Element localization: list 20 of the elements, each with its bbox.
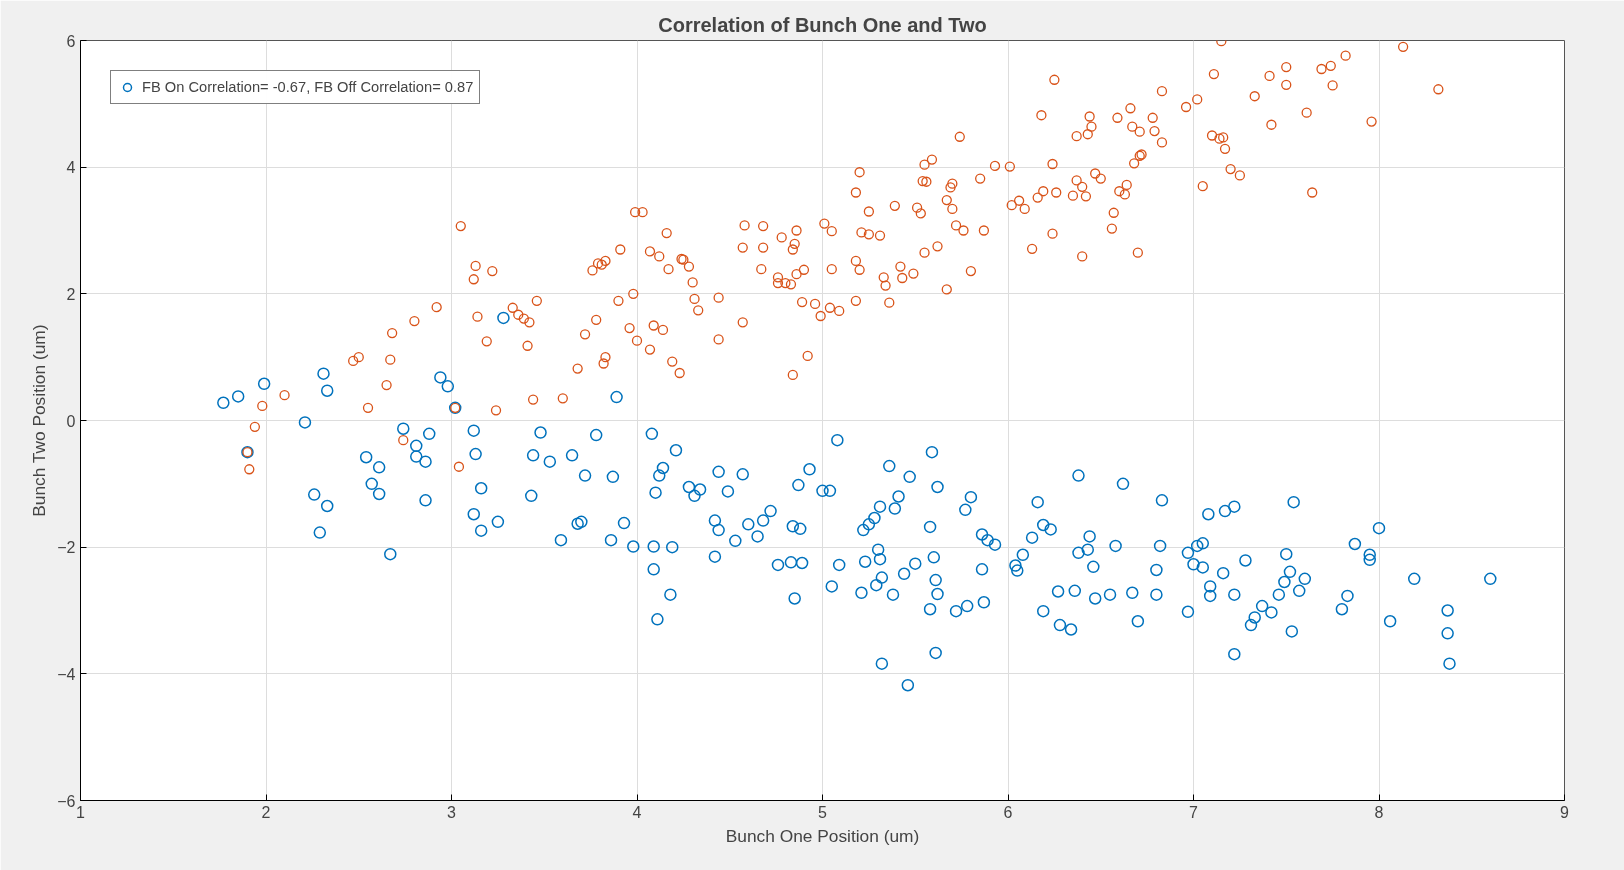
x-tick-label: 7 bbox=[1189, 803, 1199, 821]
x-tick-label: 3 bbox=[447, 803, 457, 821]
x-tick-label: 5 bbox=[818, 803, 828, 821]
y-axis-title: Bunch Two Position (um) bbox=[29, 324, 50, 517]
y-tick-label: 0 bbox=[66, 412, 76, 430]
x-tick-label: 4 bbox=[632, 803, 642, 821]
y-tick-label: −4 bbox=[57, 665, 76, 683]
y-tick-label: 6 bbox=[66, 32, 76, 50]
y-tick-label: 2 bbox=[66, 285, 76, 303]
x-tick-label: 6 bbox=[1003, 803, 1013, 821]
x-tick-label: 8 bbox=[1374, 803, 1384, 821]
chart-title: Correlation of Bunch One and Two bbox=[658, 13, 987, 36]
x-axis-title: Bunch One Position (um) bbox=[725, 825, 920, 846]
x-tick-label: 9 bbox=[1560, 803, 1570, 821]
x-tick-label: 1 bbox=[76, 803, 86, 821]
y-tick-label: −2 bbox=[57, 539, 76, 557]
x-tick-label: 2 bbox=[261, 803, 271, 821]
legend-label: FB On Correlation= -0.67, FB Off Correlation= 0.87 bbox=[142, 79, 474, 95]
y-tick-label: 4 bbox=[66, 159, 76, 177]
y-tick-label: −6 bbox=[57, 792, 76, 810]
